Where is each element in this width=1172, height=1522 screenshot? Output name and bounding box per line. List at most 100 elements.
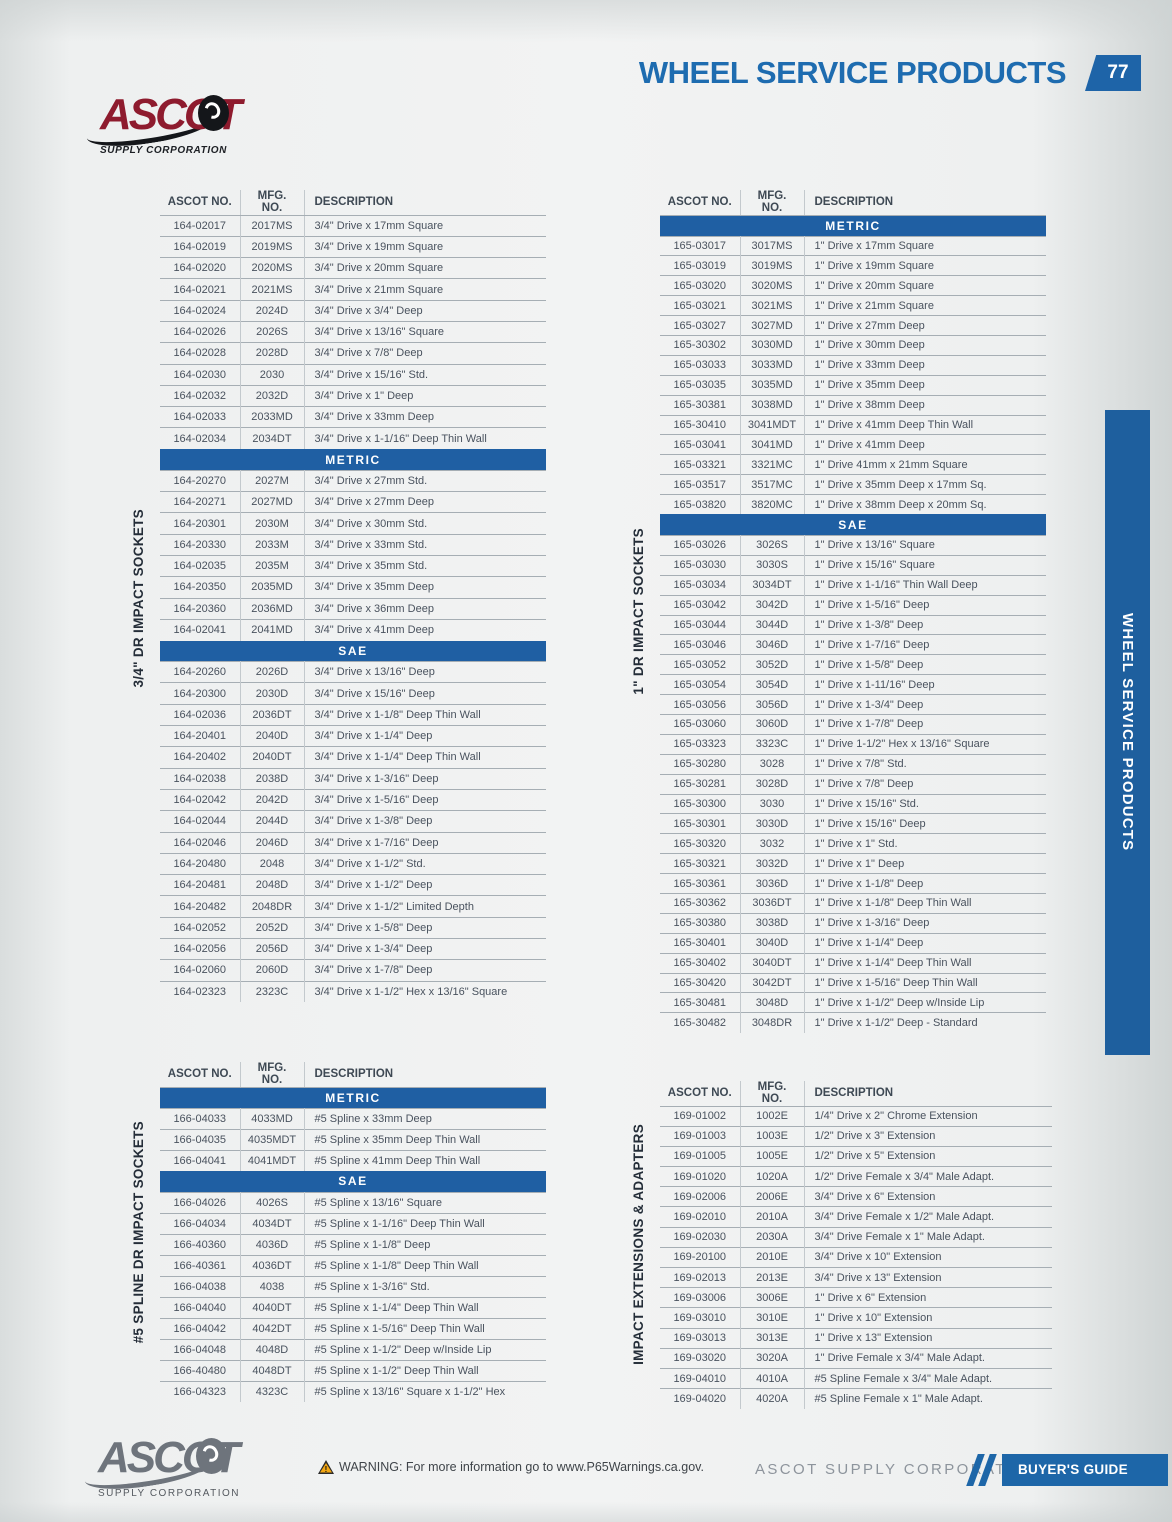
mfg-no-cell: 3038D [740,912,805,934]
description-cell: 3/4" Drive x 1-1/2" Hex x 13/16" Square [304,980,546,1003]
description-cell: 3/4" Drive x 1-7/16" Deep [304,831,546,854]
ascot-no-cell: 166-04048 [160,1338,241,1360]
table-row: 164-20360 2036MD 3/4" Drive x 36mm Deep [160,597,546,620]
table-row: 164-02046 2046D 3/4" Drive x 1-7/16" Deep [160,831,546,854]
section-header-row: METRIC [660,215,1046,236]
mfg-no-cell: 3036DT [740,893,805,914]
table-row: 165-03054 3054D 1" Drive x 1-11/16" Deep [660,674,1046,695]
mfg-no-cell: 3820MC [740,494,805,515]
ascot-no-cell: 164-02044 [160,810,241,833]
buyers-guide-badge: BUYER'S GUIDE [1002,1454,1168,1486]
mfg-no-cell: 4048DT [240,1359,305,1381]
mfg-no-cell: 4040DT [240,1296,305,1318]
description-cell: 1" Drive Female x 3/4" Male Adapt. [804,1347,1052,1369]
mfg-no-cell: 2040DT [240,746,305,769]
mfg-no-cell: 3017MS [740,235,805,256]
table-row: 165-03323 3323C 1" Drive 1-1/2" Hex x 13/1… [660,733,1046,755]
description-cell: 3/4" Drive x 15/16" Deep [304,682,546,705]
description-cell: 1" Drive x 15/16" Deep [804,813,1046,834]
table-row: 166-04038 4038 #5 Spline x 1-3/16" Std. [160,1275,546,1297]
mfg-no-cell: 3041MDT [740,414,805,435]
table-row: 169-02013 2013E 3/4" Drive x 13" Extension [660,1266,1052,1288]
mfg-no-cell: 2021MS [240,278,305,301]
ascot-no-cell: 165-03020 [660,275,741,296]
ascot-no-cell: 166-04040 [160,1296,241,1318]
description-cell: 3/4" Drive x 1-1/16" Deep Thin Wall [304,427,546,450]
description-cell: 1" Drive x 27mm Deep [804,315,1046,336]
description-cell: #5 Spline x 1-1/2" Deep w/Inside Lip [304,1338,546,1360]
mfg-no-cell: 3032 [740,833,805,854]
mfg-no-cell: 2033M [240,533,305,556]
ascot-no-cell: 166-40360 [160,1233,241,1255]
description-cell: 3/4" Drive x 30mm Std. [304,512,546,535]
page-bottom-shading [0,1502,1172,1522]
mfg-no-cell: 2048 [240,852,305,875]
table-row: 165-30380 3038D 1" Drive x 1-3/16" Deep [660,912,1046,934]
mfg-no-cell: 2052D [240,916,305,939]
column-header: MFG. NO. [740,190,805,216]
mfg-no-cell: 3028D [740,773,805,795]
ascot-logo: ASCOT SUPPLY CORPORATION [84,93,310,156]
ascot-no-cell: 165-30361 [660,873,741,894]
description-cell: 3/4" Drive x 6" Extension [804,1186,1052,1207]
mfg-no-cell: 2028D [240,342,305,365]
ascot-no-cell: 164-02323 [160,980,241,1003]
ascot-no-cell: 165-03321 [660,454,741,475]
description-cell: 3/4" Drive x 1" Deep [304,384,546,407]
description-cell: #5 Spline x 1-5/16" Deep Thin Wall [304,1317,546,1339]
table-row: 165-03046 3046D 1" Drive x 1-7/16" Deep [660,634,1046,655]
mfg-no-cell: 3020MS [740,275,805,296]
description-cell: 1" Drive x 13/16" Square [804,534,1046,556]
ascot-no-cell: 166-04026 [160,1191,241,1213]
mfg-no-cell: 2026D [240,661,305,683]
table-row: 165-03321 3321MC 1" Drive 41mm x 21mm Squa… [660,454,1046,475]
description-cell: 1" Drive 1-1/2" Hex x 13/16" Square [804,733,1046,755]
ascot-no-cell: 164-20330 [160,533,241,556]
mfg-no-cell: 4026S [240,1191,305,1213]
description-cell: 3/4" Drive x 35mm Deep [304,576,546,599]
mfg-no-cell: 3028 [740,753,805,775]
page-number: 77 [1107,62,1129,83]
table-row: 165-03034 3034DT 1" Drive x 1-1/16" Thin W… [660,574,1046,596]
ascot-no-cell: 169-01003 [660,1125,741,1147]
table-header-row: ASCOT NO. MFG. NO. DESCRIPTION [160,1062,546,1088]
description-cell: 3/4" Drive x 1-3/4" Deep [304,937,546,960]
mfg-no-cell: 3035MD [740,374,805,396]
description-cell: 1" Drive x 1-11/16" Deep [804,674,1046,695]
mfg-no-cell: 2035M [240,554,305,577]
diagonal-stripes-icon [966,1454,997,1486]
mfg-no-cell: 4035MDT [240,1128,305,1150]
table-row: 166-04323 4323C #5 Spline x 13/16" Square … [160,1380,546,1402]
mfg-no-cell: 3010E [740,1307,805,1329]
description-cell: 3/4" Drive x 1-1/4" Deep [304,725,546,747]
mfg-no-cell: 2048DR [240,895,305,918]
column-header: DESCRIPTION [304,1062,546,1088]
table-row: 166-04042 4042DT #5 Spline x 1-5/16" Deep … [160,1317,546,1339]
table-row: 165-30481 3048D 1" Drive x 1-1/2" Deep w/I… [660,992,1046,1013]
ascot-no-cell: 169-04020 [660,1388,741,1409]
table-row: 165-30381 3038MD 1" Drive x 38mm Deep [660,394,1046,416]
table-row: 169-20100 2010E 3/4" Drive x 10" Extension [660,1246,1052,1268]
table-row: 165-03017 3017MS 1" Drive x 17mm Square [660,235,1046,256]
table-row: 164-02052 2052D 3/4" Drive x 1-5/8" Deep [160,916,546,939]
table-row: 166-04048 4048D #5 Spline x 1-1/2" Deep w/… [160,1338,546,1360]
mfg-no-cell: 3020A [740,1347,805,1369]
ascot-no-cell: 164-02028 [160,342,241,365]
description-cell: 1" Drive x 1-1/16" Thin Wall Deep [804,574,1046,596]
section-label: SAE [160,640,546,662]
table-row: 165-30361 3036D 1" Drive x 1-1/8" Deep [660,873,1046,894]
ascot-no-cell: 164-02034 [160,427,241,450]
table-row: 169-02010 2010A 3/4" Drive Female x 1/2" M… [660,1206,1052,1228]
ascot-no-cell: 169-03013 [660,1327,741,1349]
table-row: 165-30362 3036DT 1" Drive x 1-1/8" Deep Th… [660,893,1046,914]
mfg-no-cell: 4036DT [240,1254,305,1276]
table-1dr-impact-sockets: ASCOT NO. MFG. NO. DESCRIPTION METRIC 165-03… [660,190,1046,1033]
mfg-no-cell: 2038D [240,767,305,790]
ascot-no-cell: 166-04035 [160,1128,241,1150]
ascot-no-cell: 169-03020 [660,1347,741,1369]
mfg-no-cell: 3042DT [740,972,805,993]
mfg-no-cell: 3019MS [740,255,805,276]
description-cell: 1" Drive x 1-1/8" Deep [804,873,1046,894]
table-row: 164-02041 2041MD 3/4" Drive x 41mm Deep [160,618,546,641]
column-header: ASCOT NO. [160,1062,241,1088]
